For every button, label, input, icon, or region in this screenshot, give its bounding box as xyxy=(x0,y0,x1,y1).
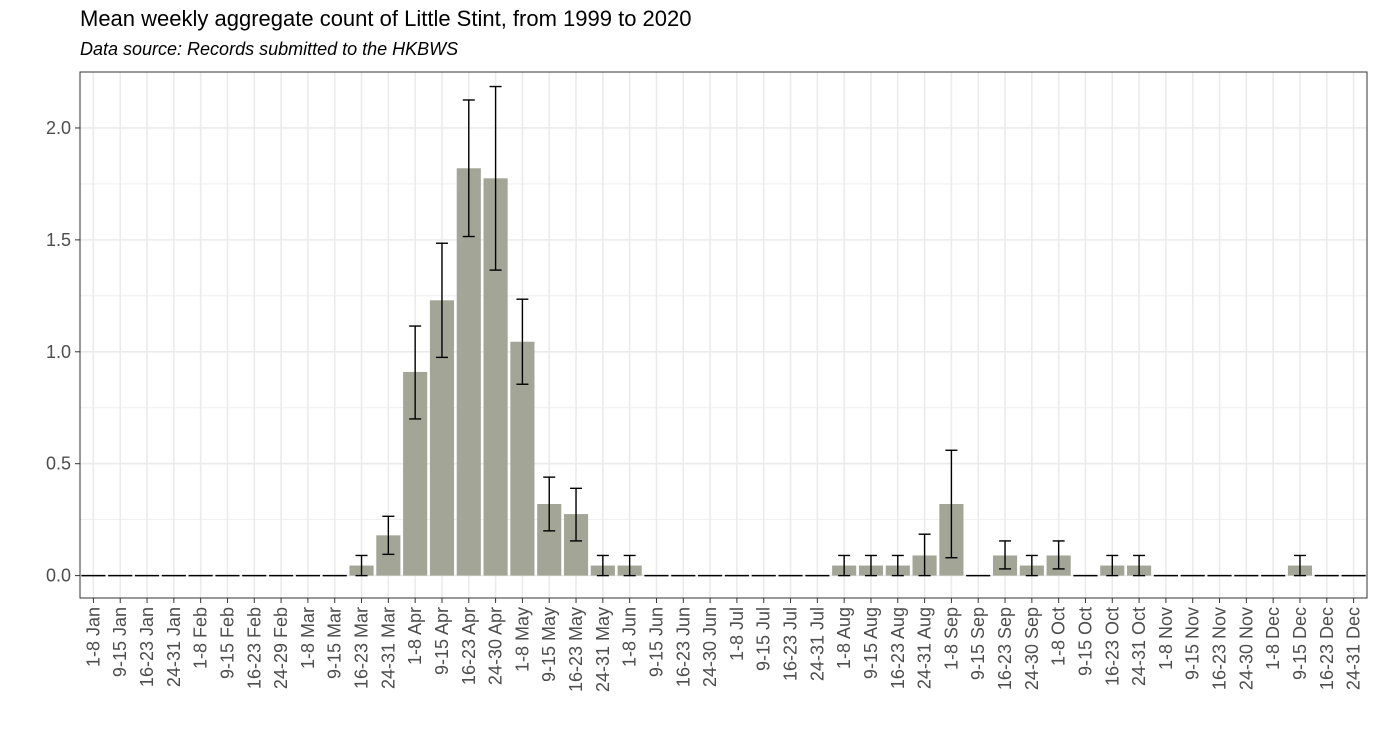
y-tick-label: 1.0 xyxy=(46,342,71,362)
x-tick-label: 9-15 Jul xyxy=(754,607,774,671)
x-tick-label: 24-29 Feb xyxy=(271,607,291,689)
x-tick-label: 16-23 Jan xyxy=(137,607,157,687)
x-tick-label: 16-23 Oct xyxy=(1102,607,1122,686)
x-tick-label: 9-15 Oct xyxy=(1075,607,1095,676)
error-bar xyxy=(489,85,502,271)
error-bar xyxy=(355,554,368,577)
x-tick-label: 24-30 Jun xyxy=(700,607,720,687)
x-tick-label: 24-30 Sep xyxy=(1022,607,1042,690)
x-tick-label: 16-23 Sep xyxy=(995,607,1015,690)
x-tick-label: 16-23 Aug xyxy=(888,607,908,689)
y-tick-label: 1.5 xyxy=(46,230,71,250)
error-bar xyxy=(1052,540,1065,570)
error-bar xyxy=(838,554,851,577)
grid-lines xyxy=(80,72,1367,598)
x-tick-label: 16-23 May xyxy=(566,607,586,692)
error-bar xyxy=(570,487,583,542)
chart-subtitle: Data source: Records submitted to the HK… xyxy=(80,39,459,59)
x-tick-label: 9-15 Aug xyxy=(861,607,881,679)
error-bar xyxy=(516,298,529,385)
x-tick-label: 24-30 Apr xyxy=(486,607,506,685)
error-bar xyxy=(1106,554,1119,577)
error-bar xyxy=(1293,554,1306,577)
y-tick-label: 0.5 xyxy=(46,454,71,474)
x-tick-label: 1-8 Dec xyxy=(1263,607,1283,670)
x-tick-label: 24-31 Jul xyxy=(807,607,827,681)
x-tick-label: 9-15 Sep xyxy=(968,607,988,680)
error-bar xyxy=(945,449,958,559)
x-tick-label: 1-8 Sep xyxy=(941,607,961,670)
x-tick-label: 9-15 Jan xyxy=(110,607,130,677)
x-tick-label: 24-31 May xyxy=(593,607,613,692)
x-tick-label: 1-8 Mar xyxy=(298,607,318,669)
y-tick-label: 2.0 xyxy=(46,118,71,138)
error-bars xyxy=(355,85,1306,577)
x-tick-label: 24-30 Nov xyxy=(1236,607,1256,690)
x-tick-label: 1-8 Jan xyxy=(83,607,103,667)
error-bar xyxy=(1133,554,1146,577)
x-tick-label: 9-15 Feb xyxy=(217,607,237,679)
x-tick-label: 1-8 Nov xyxy=(1156,607,1176,670)
x-tick-label: 1-8 May xyxy=(512,607,532,672)
error-bar xyxy=(999,540,1012,570)
error-bar xyxy=(623,554,636,577)
error-bar xyxy=(543,476,556,532)
x-tick-label: 24-31 Dec xyxy=(1344,607,1364,690)
x-tick-label: 16-23 Apr xyxy=(459,607,479,685)
x-tick-label: 1-8 Apr xyxy=(405,607,425,665)
error-bar xyxy=(1025,554,1038,577)
x-tick-label: 24-31 Mar xyxy=(378,607,398,689)
x-tick-label: 24-31 Oct xyxy=(1129,607,1149,686)
error-bar xyxy=(891,554,904,577)
x-tick-label: 9-15 Jun xyxy=(646,607,666,677)
x-tick-label: 16-23 Nov xyxy=(1210,607,1230,690)
error-bar xyxy=(435,242,448,359)
plot-panel-border xyxy=(79,71,1368,599)
x-tick-label: 1-8 Jul xyxy=(727,607,747,661)
x-axis-ticks: 1-8 Jan 9-15 Jan 16-23 Jan 24-31 Jan 1-8 Feb… xyxy=(83,598,1364,692)
x-tick-label: 24-31 Aug xyxy=(915,607,935,689)
x-tick-label: 24-31 Jan xyxy=(164,607,184,687)
error-bar xyxy=(596,554,609,577)
error-bar xyxy=(382,515,395,556)
x-tick-label: 1-8 Feb xyxy=(191,607,211,669)
x-tick-label: 1-8 Jun xyxy=(620,607,640,667)
y-tick-label: 0.0 xyxy=(46,566,71,586)
x-tick-label: 16-23 Feb xyxy=(244,607,264,689)
x-tick-label: 9-15 Nov xyxy=(1183,607,1203,680)
x-tick-label: 9-15 May xyxy=(539,607,559,682)
y-axis-ticks: 0.0 0.5 1.0 1.5 2.0 xyxy=(46,118,80,586)
x-tick-label: 9-15 Mar xyxy=(325,607,345,679)
x-tick-label: 1-8 Aug xyxy=(834,607,854,669)
error-bar xyxy=(864,554,877,577)
error-bar xyxy=(918,533,931,577)
x-tick-label: 16-23 Dec xyxy=(1317,607,1337,690)
x-tick-label: 16-23 Jun xyxy=(673,607,693,687)
x-tick-label: 16-23 Mar xyxy=(352,607,372,689)
chart-title: Mean weekly aggregate count of Little St… xyxy=(80,6,692,31)
x-tick-label: 1-8 Oct xyxy=(1049,607,1069,666)
error-bar xyxy=(409,325,422,420)
x-tick-label: 9-15 Apr xyxy=(432,607,452,675)
x-tick-label: 9-15 Dec xyxy=(1290,607,1310,680)
x-tick-label: 16-23 Jul xyxy=(781,607,801,681)
bars xyxy=(81,168,1366,577)
error-bar xyxy=(462,99,475,238)
